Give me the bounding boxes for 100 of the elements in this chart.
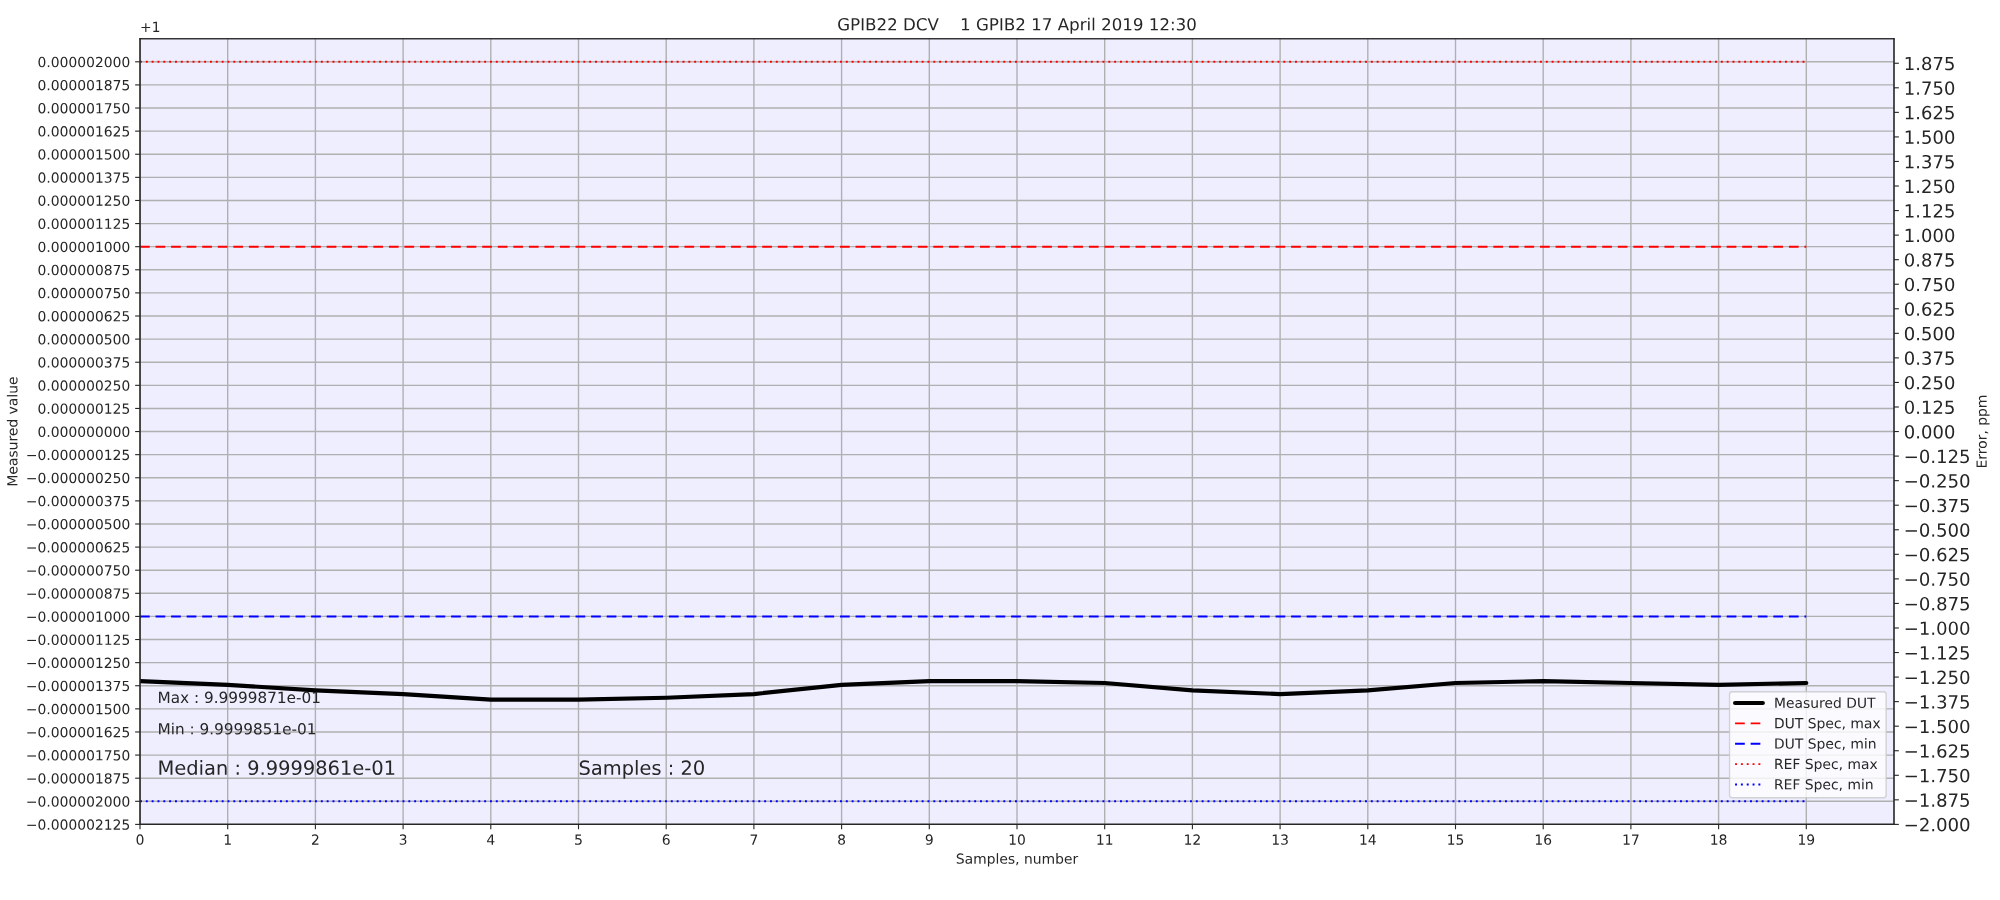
y-tick-label: 0.000000625 [38, 310, 130, 322]
y2-tick-label: 1.750 [1905, 81, 1955, 95]
y-tick-label: −0.000001625 [27, 726, 130, 738]
x-tick-label: 16 [1535, 834, 1552, 845]
x-tick-label: 10 [1009, 834, 1025, 845]
x-tick-label: 11 [1097, 834, 1113, 845]
x-tick-label: 17 [1623, 834, 1639, 845]
legend-label: REF Spec, max [1775, 758, 1878, 772]
annotation: Samples : 20 [579, 759, 704, 779]
y2-tick-label: 1.000 [1905, 228, 1955, 243]
x-tick-label: 12 [1185, 834, 1200, 845]
legend-label: REF Spec, min [1775, 778, 1873, 793]
y-tick-label: 0.000000000 [38, 426, 130, 438]
y2-tick-label: 0.250 [1904, 375, 1955, 390]
y-tick-label: −0.000000125 [27, 449, 130, 461]
y-tick-label: 0.000000375 [38, 357, 130, 368]
chart-title: GPIB22 DCV 1 GPIB2 17 April 2019 12:30 [838, 17, 1196, 34]
y-tick-label: −0.000001000 [27, 611, 130, 622]
y-tick-label: 0.000001625 [38, 126, 130, 137]
y2-tick-label: −0.875 [1905, 596, 1969, 611]
y2-tick-label: −1.000 [1905, 621, 1970, 636]
y-tick-label: −0.000001875 [27, 773, 130, 784]
y-tick-label: 0.000001375 [38, 172, 130, 183]
y2-tick-label: −1.375 [1905, 695, 1969, 709]
y-tick-label: 0.000000125 [38, 403, 130, 414]
y-tick-label: 0.000001000 [38, 241, 130, 253]
legend-label: DUT Spec, max [1775, 717, 1881, 732]
y-tick-label: −0.000000500 [27, 518, 130, 530]
y2-tick-label: 1.625 [1905, 105, 1954, 120]
y-tick-label: 0.000000500 [38, 334, 130, 345]
y2-tick-label: −2.000 [1905, 817, 1970, 832]
y2-tick-label: 0.125 [1904, 400, 1954, 415]
y2-tick-label: 0.875 [1904, 253, 1954, 267]
x-tick-label: 1 [224, 834, 231, 845]
y-tick-label: 0.000000875 [38, 264, 130, 276]
y-tick-label: 0.000001500 [38, 149, 130, 160]
x-tick-label: 3 [399, 834, 407, 845]
y2-tick-label: −0.250 [1905, 474, 1970, 488]
y-tick-label: 0.000000250 [38, 380, 130, 391]
y-tick-label: −0.000000375 [27, 495, 130, 507]
legend-label: Measured DUT [1775, 697, 1876, 709]
x-tick-label: 0 [136, 834, 144, 845]
x-tick-label: 14 [1360, 834, 1376, 845]
annotation: Median : 9.9999861e-01 [159, 759, 395, 776]
y-tick-label: −0.000002000 [27, 796, 130, 807]
x-tick-label: 8 [838, 834, 846, 845]
y2-tick-label: 1.500 [1905, 130, 1955, 145]
y-tick-label: −0.000000625 [27, 542, 130, 553]
y-tick-label: −0.000000875 [27, 588, 130, 599]
y2-tick-label: 0.625 [1904, 302, 1954, 316]
x-tick-label: 2 [312, 834, 319, 845]
y-tick-label: −0.000001250 [27, 657, 130, 669]
y-tick-label: −0.000000750 [27, 565, 130, 576]
x-tick-label: 15 [1448, 834, 1464, 845]
y-tick-label: 0.000001750 [38, 103, 130, 114]
x-tick-label: 6 [662, 834, 670, 845]
legend-label: DUT Spec, min [1775, 738, 1876, 752]
y2-tick-label: 0.375 [1904, 351, 1954, 366]
y2-tick-label: −1.500 [1905, 719, 1970, 734]
y-tick-label: −0.000001125 [27, 634, 130, 645]
y2-tick-label: −1.250 [1905, 670, 1970, 685]
y2-tick-label: −0.500 [1905, 523, 1970, 537]
annotation: Max : 9.9999871e-01 [159, 691, 320, 704]
x-tick-label: 4 [487, 834, 495, 845]
y2-tick-label: −1.125 [1905, 645, 1969, 660]
y2-axis-title: Error, ppm [1976, 395, 1990, 468]
x-tick-label: 19 [1798, 834, 1815, 845]
y2-tick-label: −1.875 [1905, 793, 1969, 807]
x-axis-title: Samples, number [956, 853, 1079, 867]
y2-tick-label: 0.500 [1904, 326, 1955, 341]
y2-tick-label: 1.250 [1905, 179, 1955, 194]
x-tick-label: 9 [925, 834, 933, 845]
y2-tick-label: 1.125 [1905, 204, 1954, 218]
y2-tick-label: −0.750 [1905, 572, 1970, 586]
y-tick-label: −0.000001500 [27, 703, 130, 715]
x-tick-label: 5 [575, 834, 582, 845]
y2-tick-label: 0.750 [1904, 277, 1955, 292]
y2-tick-label: 1.375 [1905, 154, 1954, 169]
y-tick-label: 0.000001250 [38, 195, 130, 206]
x-tick-label: 7 [750, 834, 758, 845]
y-tick-label: −0.000000250 [27, 472, 130, 484]
x-tick-label: 13 [1272, 834, 1288, 845]
y2-tick-label: −0.125 [1905, 449, 1969, 464]
y-tick-label: 0.000001875 [38, 79, 130, 91]
y2-tick-label: 1.875 [1905, 56, 1954, 71]
y-tick-label: −0.000001375 [27, 680, 130, 692]
y-tick-label: 0.000002000 [38, 56, 130, 68]
y-tick-label: −0.000001750 [27, 750, 130, 761]
y2-tick-label: 0.000 [1904, 425, 1955, 439]
y-axis-title: Measured value [6, 377, 18, 486]
y-tick-label: −0.000002125 [27, 819, 130, 830]
text: +1 [141, 21, 160, 32]
y2-tick-label: −1.625 [1905, 744, 1969, 758]
annotation: Min : 9.9999851e-01 [159, 722, 316, 735]
y-tick-label: 0.000000750 [38, 287, 130, 299]
x-tick-label: 18 [1711, 834, 1727, 845]
y2-tick-label: −1.750 [1905, 768, 1970, 783]
y2-tick-label: −0.375 [1905, 498, 1969, 513]
y-tick-label: 0.000001125 [38, 218, 130, 230]
y2-tick-label: −0.625 [1905, 547, 1969, 562]
